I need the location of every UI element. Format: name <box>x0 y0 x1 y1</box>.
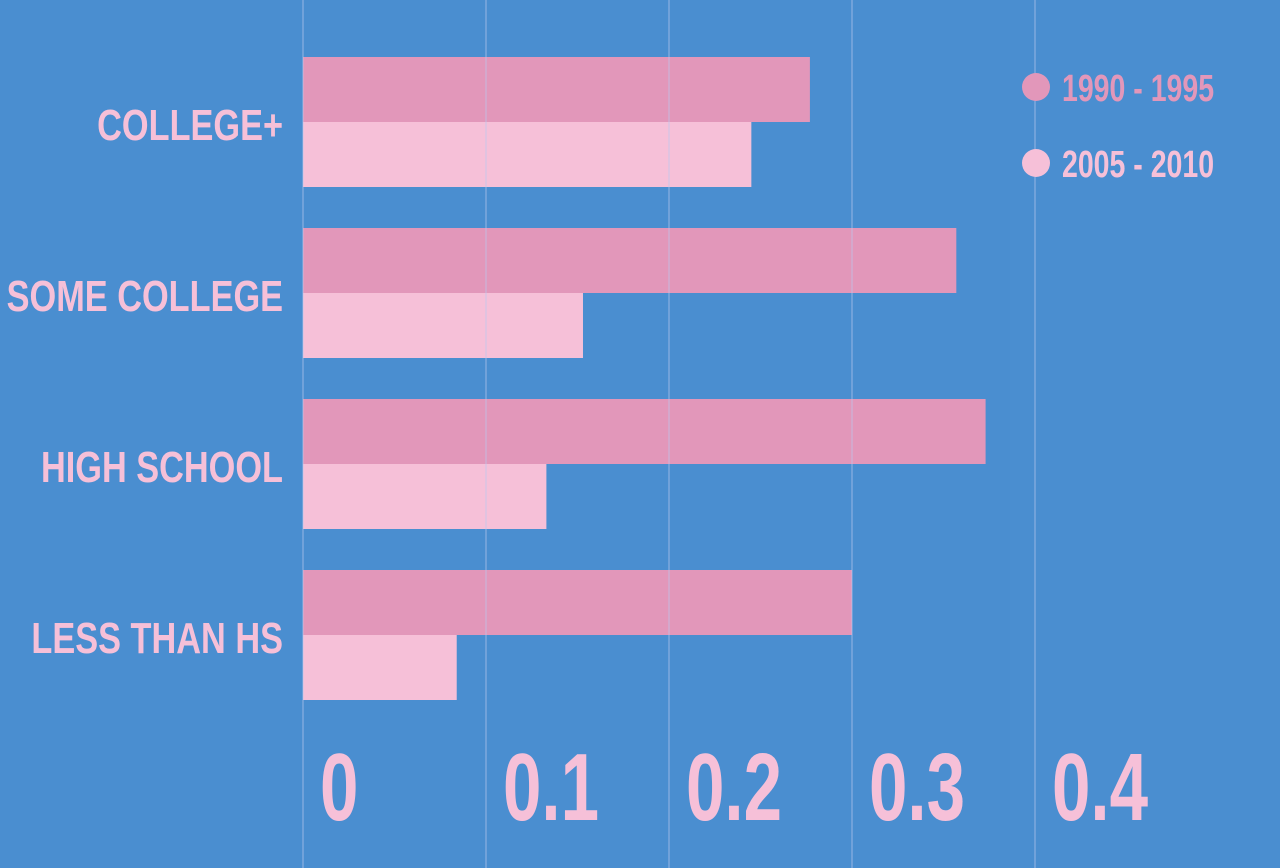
x-tick-label: 0 <box>320 733 358 841</box>
bar-series1 <box>303 570 852 635</box>
bar-series1 <box>303 57 810 122</box>
category-label: HIGH SCHOOL <box>41 443 283 492</box>
bar-series2 <box>303 293 583 358</box>
legend-label: 1990 - 1995 <box>1062 68 1214 110</box>
legend-marker <box>1022 149 1050 177</box>
category-label: LESS THAN HS <box>31 614 283 663</box>
x-tick-label: 0.3 <box>869 733 965 841</box>
category-label: COLLEGE+ <box>97 101 283 150</box>
bar-series2 <box>303 464 547 529</box>
legend-marker <box>1022 73 1050 101</box>
bar-series1 <box>303 399 986 464</box>
legend-label: 2005 - 2010 <box>1062 144 1214 186</box>
bar-series2 <box>303 122 752 187</box>
bar-series1 <box>303 228 957 293</box>
x-tick-label: 0.2 <box>686 733 782 841</box>
category-label: SOME COLLEGE <box>7 272 283 321</box>
bar-series2 <box>303 635 457 700</box>
x-tick-label: 0.4 <box>1052 733 1148 841</box>
x-tick-label: 0.1 <box>503 733 599 841</box>
